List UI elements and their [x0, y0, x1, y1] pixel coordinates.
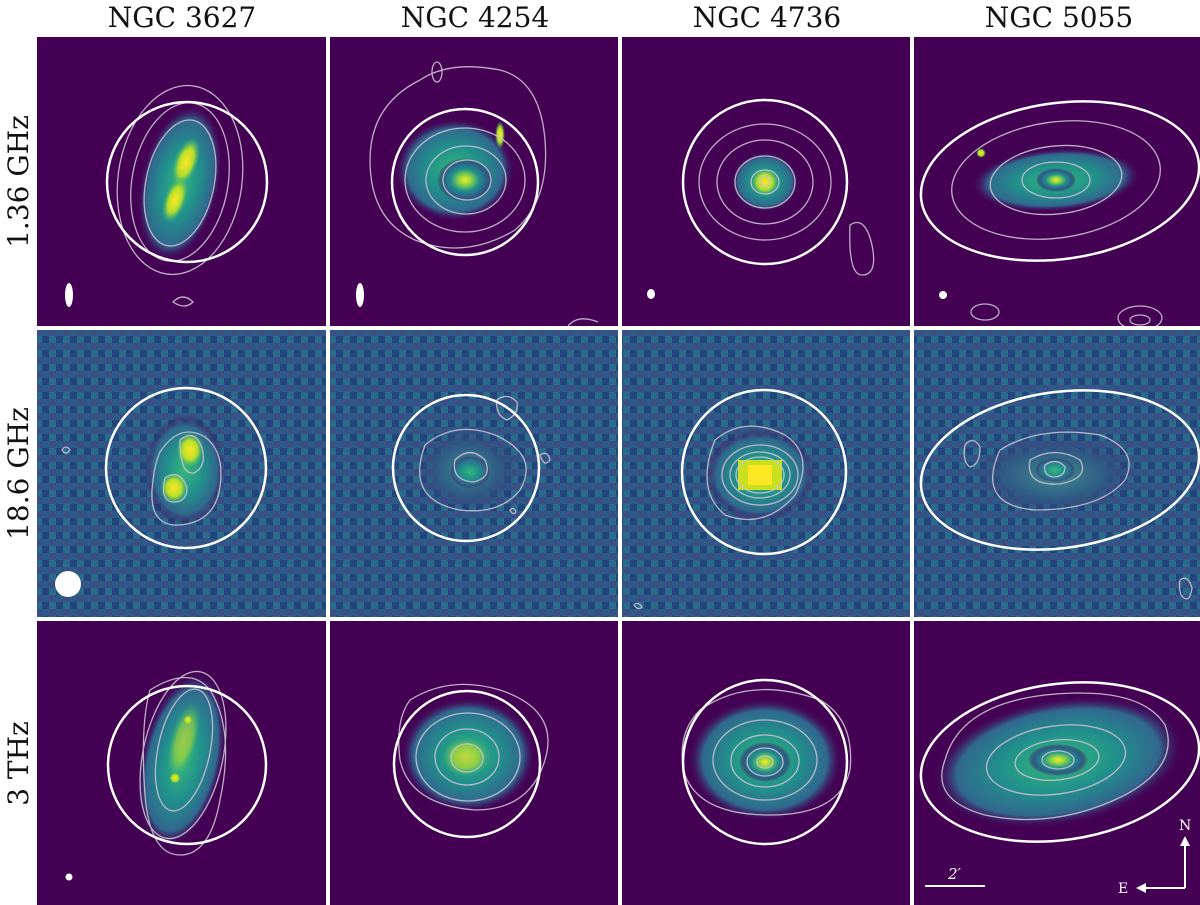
beam-circle [55, 571, 81, 597]
panel-1p36ghz-ngc4736 [622, 37, 910, 326]
beam-ellipse [939, 291, 947, 299]
beam-circle [65, 873, 73, 881]
column-header-ngc5055: NGC 5055 [984, 1, 1134, 34]
beam-ellipse [356, 283, 364, 307]
beam-ellipse [647, 289, 655, 299]
compass-north-label: N [1179, 818, 1191, 834]
panel-3thz-ngc5055: 2′ N E [914, 621, 1200, 905]
panel-3thz-ngc3627 [37, 621, 326, 905]
scale-bar-label: 2′ [947, 865, 962, 883]
compass: N E [1118, 818, 1191, 897]
panel-3thz-ngc4736 [622, 621, 910, 905]
column-header-ngc4736: NGC 4736 [692, 1, 842, 34]
panel-18p6ghz-ngc4736 [622, 330, 910, 617]
column-header-ngc4254: NGC 4254 [400, 1, 550, 34]
column-header-ngc3627: NGC 3627 [107, 1, 257, 34]
panel-18p6ghz-ngc3627 [37, 330, 326, 617]
scale-bar: 2′ [925, 865, 985, 887]
compass-east-label: E [1118, 881, 1128, 897]
panel-18p6ghz-ngc4254 [330, 330, 618, 617]
panel-3thz-ngc4254 [330, 621, 618, 905]
panel-1p36ghz-ngc3627 [37, 37, 326, 326]
panel-1p36ghz-ngc5055 [914, 37, 1200, 326]
beam-ellipse [65, 283, 73, 307]
panel-1p36ghz-ngc4254 [330, 37, 618, 326]
panel-18p6ghz-ngc5055 [914, 330, 1200, 617]
